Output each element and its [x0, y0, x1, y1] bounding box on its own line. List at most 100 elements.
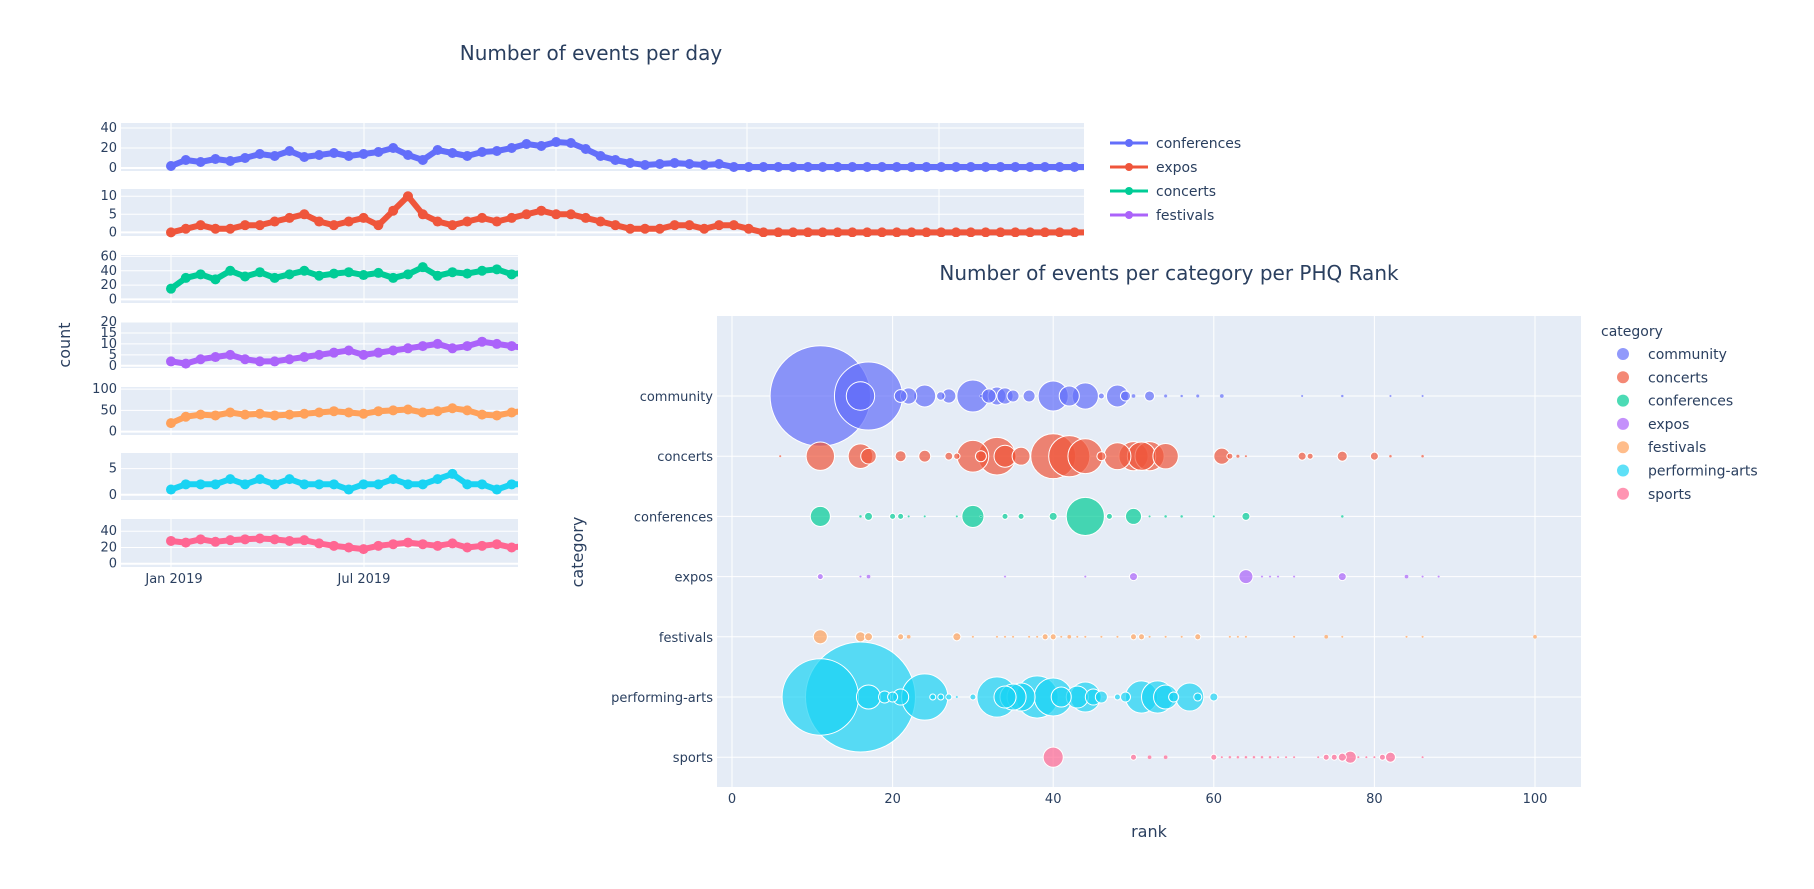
data-point[interactable]: [906, 162, 917, 172]
bubble[interactable]: [1138, 633, 1146, 641]
data-point[interactable]: [773, 162, 784, 172]
data-point[interactable]: [639, 160, 650, 170]
data-point[interactable]: [432, 474, 443, 485]
bubble[interactable]: [1094, 690, 1108, 704]
data-point[interactable]: [417, 341, 428, 352]
data-point[interactable]: [1218, 227, 1228, 237]
bubble[interactable]: [781, 658, 860, 736]
data-point[interactable]: [166, 283, 176, 294]
data-point[interactable]: [906, 227, 917, 238]
data-point[interactable]: [802, 227, 813, 238]
data-point[interactable]: [240, 534, 251, 545]
data-point[interactable]: [388, 345, 399, 356]
data-point[interactable]: [891, 162, 902, 172]
bubble[interactable]: [1219, 393, 1224, 399]
bubble[interactable]: [1373, 755, 1376, 759]
bubble[interactable]: [1388, 454, 1393, 458]
bubble[interactable]: [1210, 753, 1218, 761]
bubble[interactable]: [778, 454, 782, 458]
bubble[interactable]: [1292, 575, 1296, 578]
data-point[interactable]: [432, 540, 443, 551]
data-point[interactable]: [491, 410, 502, 421]
bubble[interactable]: [1119, 691, 1131, 703]
bubble[interactable]: [1042, 746, 1064, 768]
data-point[interactable]: [699, 223, 710, 234]
data-point[interactable]: [314, 479, 325, 490]
data-point[interactable]: [210, 410, 221, 421]
bubble[interactable]: [929, 693, 937, 701]
data-point[interactable]: [180, 272, 191, 283]
data-point[interactable]: [417, 479, 428, 490]
bubble[interactable]: [1276, 575, 1280, 578]
data-point[interactable]: [625, 158, 636, 168]
bubble[interactable]: [1148, 515, 1151, 518]
data-point[interactable]: [551, 209, 562, 220]
data-point[interactable]: [343, 267, 354, 278]
data-point[interactable]: [980, 227, 991, 238]
data-point[interactable]: [477, 540, 488, 551]
data-point[interactable]: [373, 540, 384, 551]
bubble[interactable]: [1180, 635, 1184, 639]
bubble[interactable]: [1284, 755, 1288, 759]
data-point[interactable]: [240, 409, 251, 420]
bubble[interactable]: [1405, 635, 1408, 639]
data-point[interactable]: [402, 191, 413, 202]
bubble[interactable]: [1268, 575, 1272, 578]
data-point[interactable]: [210, 223, 221, 234]
bubble[interactable]: [1035, 635, 1039, 639]
bubble[interactable]: [1131, 393, 1136, 399]
data-point[interactable]: [876, 227, 887, 238]
legend-item-concerts[interactable]: concerts: [1110, 184, 1216, 200]
data-point[interactable]: [195, 479, 206, 490]
data-point[interactable]: [284, 146, 295, 156]
bubble[interactable]: [1340, 635, 1344, 639]
data-point[interactable]: [343, 345, 354, 356]
data-point[interactable]: [269, 151, 280, 161]
data-point[interactable]: [847, 227, 858, 238]
data-point[interactable]: [921, 162, 932, 172]
data-point[interactable]: [536, 205, 547, 216]
bubble[interactable]: [1404, 574, 1409, 579]
bubble[interactable]: [1027, 635, 1031, 639]
bubble[interactable]: [860, 447, 877, 465]
bubble[interactable]: [1330, 753, 1338, 761]
data-point[interactable]: [358, 544, 369, 555]
legend-item-expos[interactable]: expos: [1617, 417, 1689, 433]
data-point[interactable]: [1069, 162, 1080, 172]
bubble[interactable]: [1164, 635, 1167, 639]
bubble[interactable]: [816, 573, 824, 581]
data-point[interactable]: [477, 409, 488, 420]
data-point[interactable]: [240, 354, 251, 365]
bubble[interactable]: [1220, 755, 1224, 759]
data-point[interactable]: [788, 162, 799, 172]
bubble[interactable]: [1097, 392, 1105, 400]
bubble[interactable]: [1152, 442, 1179, 470]
data-point[interactable]: [1277, 159, 1287, 169]
bubble[interactable]: [1252, 755, 1256, 759]
data-point[interactable]: [995, 162, 1006, 172]
data-point[interactable]: [1277, 224, 1287, 234]
bubble[interactable]: [866, 574, 871, 579]
bubble[interactable]: [1336, 450, 1348, 462]
data-point[interactable]: [225, 407, 236, 418]
data-point[interactable]: [1144, 227, 1154, 237]
bubble[interactable]: [995, 635, 999, 639]
bubble[interactable]: [953, 452, 961, 460]
data-point[interactable]: [639, 223, 650, 234]
data-point[interactable]: [284, 535, 295, 546]
data-point[interactable]: [328, 347, 339, 358]
bubble[interactable]: [1075, 635, 1079, 639]
bubble[interactable]: [1389, 394, 1392, 398]
bubble[interactable]: [1041, 633, 1049, 641]
data-point[interactable]: [417, 262, 428, 273]
data-point[interactable]: [491, 216, 502, 227]
data-point[interactable]: [254, 356, 265, 367]
bubble[interactable]: [1180, 514, 1184, 518]
data-point[interactable]: [1099, 227, 1109, 237]
data-point[interactable]: [447, 343, 458, 354]
bubble[interactable]: [1268, 755, 1272, 759]
data-point[interactable]: [328, 148, 339, 158]
bubble[interactable]: [897, 633, 905, 641]
data-point[interactable]: [225, 265, 236, 276]
bubble[interactable]: [979, 515, 983, 518]
